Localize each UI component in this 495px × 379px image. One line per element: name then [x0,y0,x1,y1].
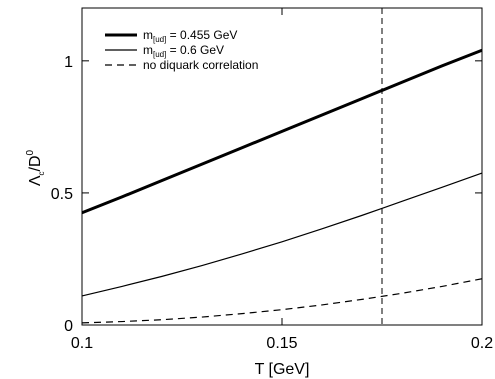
y-tick-label: 1 [64,54,73,71]
x-tick-label: 0.2 [471,335,493,352]
y-axis-title: Λc/D0 [25,149,46,186]
legend-label-text: no diquark correlation [143,58,258,72]
series-line-3 [81,278,483,324]
axis-ticks [81,8,483,326]
y-tick-labels: 00.51 [51,54,73,335]
y-tick-label: 0 [64,318,73,335]
legend-label-2: m[ud] = 0.6 GeV [143,43,224,59]
legend-label-value: = 0.6 GeV [166,43,224,57]
legend-label-1: m[ud] = 0.455 GeV [143,28,237,44]
x-tick-label: 0.15 [266,335,297,352]
x-tick-label: 0.1 [71,335,93,352]
y-tick-label: 0.5 [51,186,73,203]
series-line-2 [81,172,483,297]
x-axis-title: T [GeV] [255,361,310,378]
legend-label-value: = 0.455 GeV [166,28,237,42]
series-line-1 [81,48,483,215]
y-axis-title-base: Λ [27,175,44,186]
legend-label-subscript: [ud] [153,35,166,44]
legend-label-text: m [143,28,153,42]
legend-label-subscript: [ud] [153,50,166,59]
legend-label-text: m [143,43,153,57]
legend-label-3: no diquark correlation [143,58,258,72]
series-group [81,48,483,324]
y-axis-title-separator: /D [27,155,44,171]
x-tick-labels: 0.1 0.15 0.2 [71,335,493,352]
plot-frame [81,7,483,326]
plot-area [81,7,483,326]
y-axis-title-superscript: 0 [25,149,36,155]
y-axis-title-subscript: c [37,171,46,175]
